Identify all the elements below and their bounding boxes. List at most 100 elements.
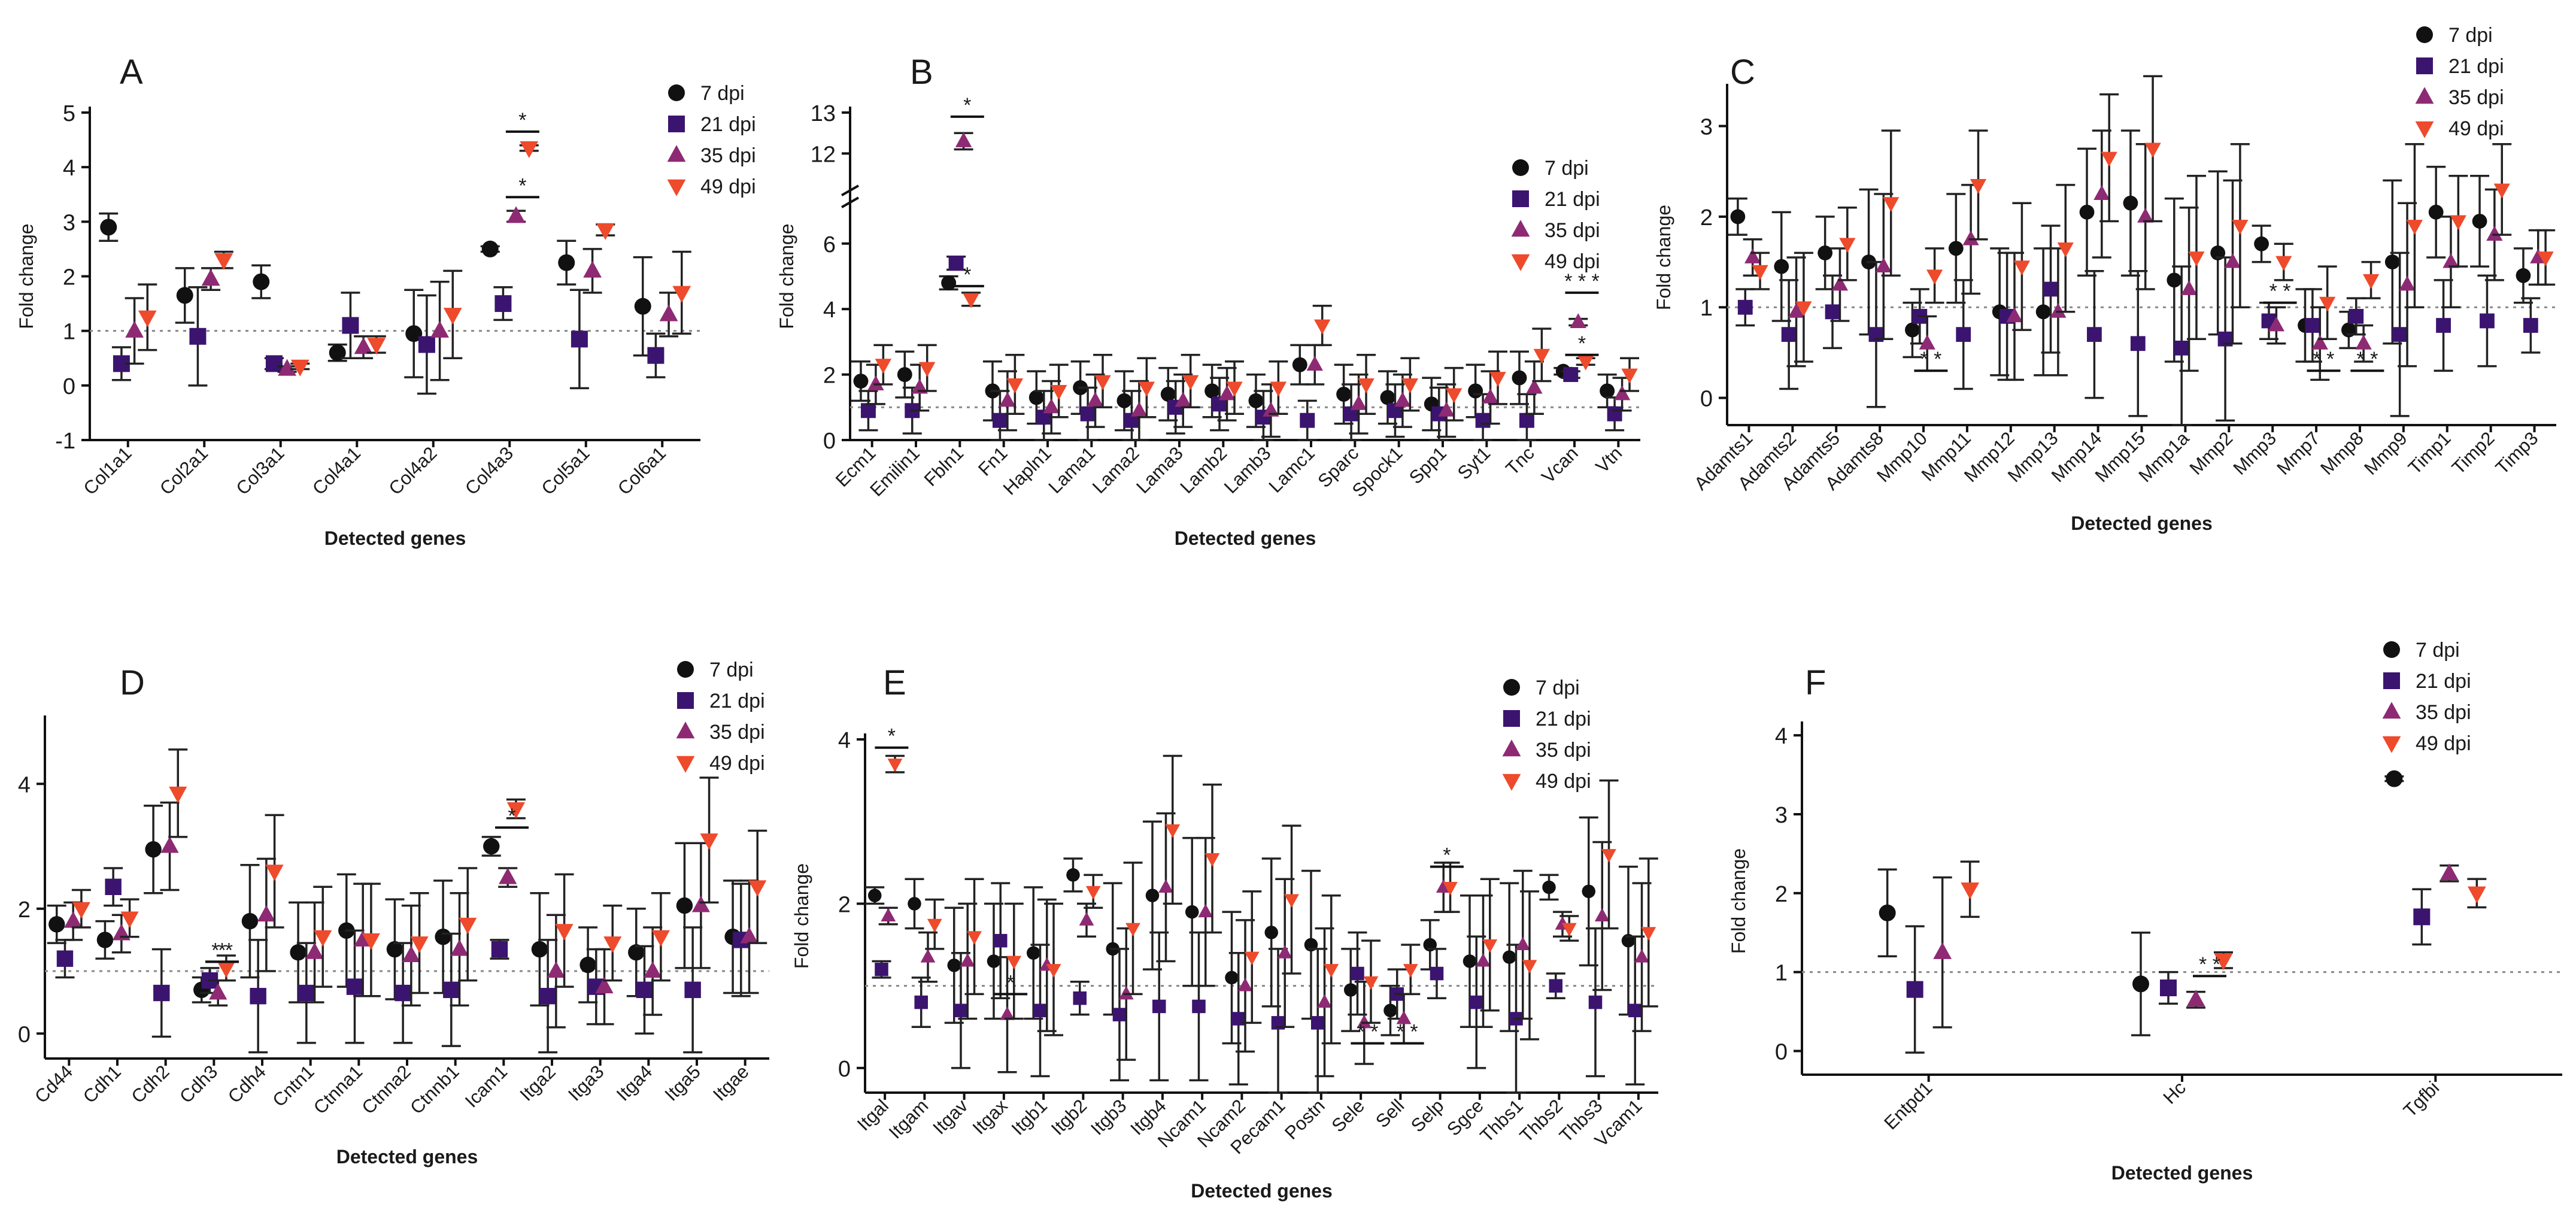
data-point-49-dpi (1795, 301, 1812, 317)
data-point-7-dpi (579, 956, 596, 974)
x-tick-label: Itga3 (564, 1061, 608, 1105)
legend-label: 21 dpi (700, 113, 756, 136)
data-point-21-dpi (153, 984, 170, 1002)
data-point-35-dpi (1831, 275, 1849, 291)
data-point-21-dpi (250, 988, 266, 1005)
data-point-35-dpi (1744, 248, 1761, 263)
data-point-49-dpi (1165, 824, 1181, 838)
legend-marker-21-dpi (2383, 672, 2400, 689)
data-point-35-dpi (2268, 316, 2285, 332)
legend-label: 21 dpi (2416, 670, 2471, 693)
data-point-35-dpi (430, 320, 449, 338)
data-point-35-dpi (257, 905, 275, 922)
x-tick-label: Itgae (709, 1061, 753, 1105)
data-point-49-dpi (651, 930, 670, 947)
legend: 7 dpi 21 dpi 35 dpi 49 dpi (2382, 639, 2471, 755)
data-point-49-dpi (1363, 976, 1379, 990)
data-point-21-dpi (1737, 299, 1753, 315)
x-tick-label: Itgb1 (1008, 1095, 1052, 1139)
significance-marker: * (1578, 332, 1586, 355)
x-tick-label: Itga5 (660, 1061, 705, 1105)
data-point-49-dpi (1313, 319, 1331, 335)
x-tick-label: Itgav (929, 1095, 972, 1139)
x-tick-label: Cdh4 (224, 1061, 270, 1107)
data-point-49-dpi (72, 902, 90, 919)
data-point-35-dpi (1788, 302, 1805, 318)
data-point-21-dpi (948, 256, 964, 271)
data-point-49-dpi (875, 359, 892, 374)
data-point-21-dpi (875, 962, 888, 976)
data-point-7-dpi (1774, 259, 1789, 274)
data-point-49-dpi (1270, 381, 1287, 397)
data-point-21-dpi (342, 317, 359, 334)
legend-marker-49-dpi (2415, 121, 2434, 138)
x-tick-label: Lamb2 (1176, 442, 1231, 498)
data-point-49-dpi (1641, 927, 1656, 941)
data-point-21-dpi (914, 995, 929, 1009)
data-point-21-dpi (571, 330, 588, 348)
y-tick-label: 1 (1700, 296, 1713, 321)
data-point-49-dpi (700, 833, 718, 850)
y-axis-title: Fold change (1653, 205, 1674, 310)
data-point-21-dpi (684, 981, 701, 999)
y-tick-label: 2 (1700, 205, 1713, 231)
y-tick-label: 4 (18, 772, 31, 797)
y-tick-label: 2 (63, 265, 75, 290)
data-point-49-dpi (410, 936, 429, 953)
data-point-49-dpi (1926, 269, 1943, 285)
legend-marker-35-dpi (1511, 220, 1530, 237)
data-point-35-dpi (691, 896, 710, 912)
data-point-7-dpi (100, 219, 117, 236)
significance-marker: * (518, 109, 526, 132)
data-point-35-dpi (2443, 253, 2459, 268)
data-point-35-dpi (354, 337, 373, 354)
significance-marker: * * (2313, 348, 2335, 371)
data-point-21-dpi (1475, 413, 1491, 428)
data-point-7-dpi (1204, 383, 1220, 399)
data-point-21-dpi (1956, 327, 1971, 342)
data-point-49-dpi (1204, 853, 1220, 867)
data-point-7-dpi (1600, 383, 1615, 399)
data-point-7-dpi (867, 888, 882, 902)
x-tick-label: Spp1 (1405, 442, 1451, 488)
data-point-7-dpi (2516, 268, 2531, 283)
data-point-35-dpi (2440, 863, 2459, 881)
data-point-21-dpi (56, 950, 74, 967)
x-tick-label: Selp (1407, 1095, 1448, 1136)
data-point-35-dpi (1118, 985, 1134, 1000)
significance-marker: * (888, 725, 896, 748)
data-point-49-dpi (2188, 251, 2205, 266)
x-axis-title: Detected genes (2111, 1162, 2253, 1184)
data-point-35-dpi (1277, 945, 1292, 959)
data-point-49-dpi (1182, 375, 1199, 390)
data-point-49-dpi (748, 880, 767, 897)
data-point-35-dpi (402, 945, 420, 962)
legend-marker-35-dpi (2415, 87, 2434, 104)
legend-marker-21-dpi (1512, 190, 1529, 207)
data-point-35-dpi (999, 392, 1016, 407)
data-point-35-dpi (1526, 378, 1543, 394)
data-point-21-dpi (418, 336, 435, 353)
data-point-21-dpi (1231, 1012, 1246, 1026)
legend-label: 35 dpi (1536, 739, 1591, 762)
panel-letter: D (120, 663, 145, 702)
x-tick-label: Cd44 (31, 1061, 77, 1107)
axis-break-mark (841, 196, 859, 208)
data-point-35-dpi (1237, 978, 1253, 991)
data-point-21-dpi (2087, 327, 2102, 342)
data-point-49-dpi (1006, 378, 1024, 393)
data-point-49-dpi (1401, 378, 1419, 393)
x-tick-label: Col3a1 (232, 442, 288, 499)
x-tick-label: Itgam (885, 1095, 933, 1143)
data-point-49-dpi (217, 961, 235, 978)
data-point-35-dpi (278, 359, 296, 376)
data-point-21-dpi (2349, 308, 2364, 324)
significance-marker: * * (1397, 1021, 1418, 1044)
data-point-7-dpi (1502, 950, 1516, 964)
data-point-35-dpi (740, 927, 758, 944)
data-point-49-dpi (1046, 964, 1061, 978)
legend-label: 35 dpi (1545, 219, 1600, 242)
data-point-21-dpi (636, 981, 653, 999)
data-point-49-dpi (672, 286, 691, 303)
